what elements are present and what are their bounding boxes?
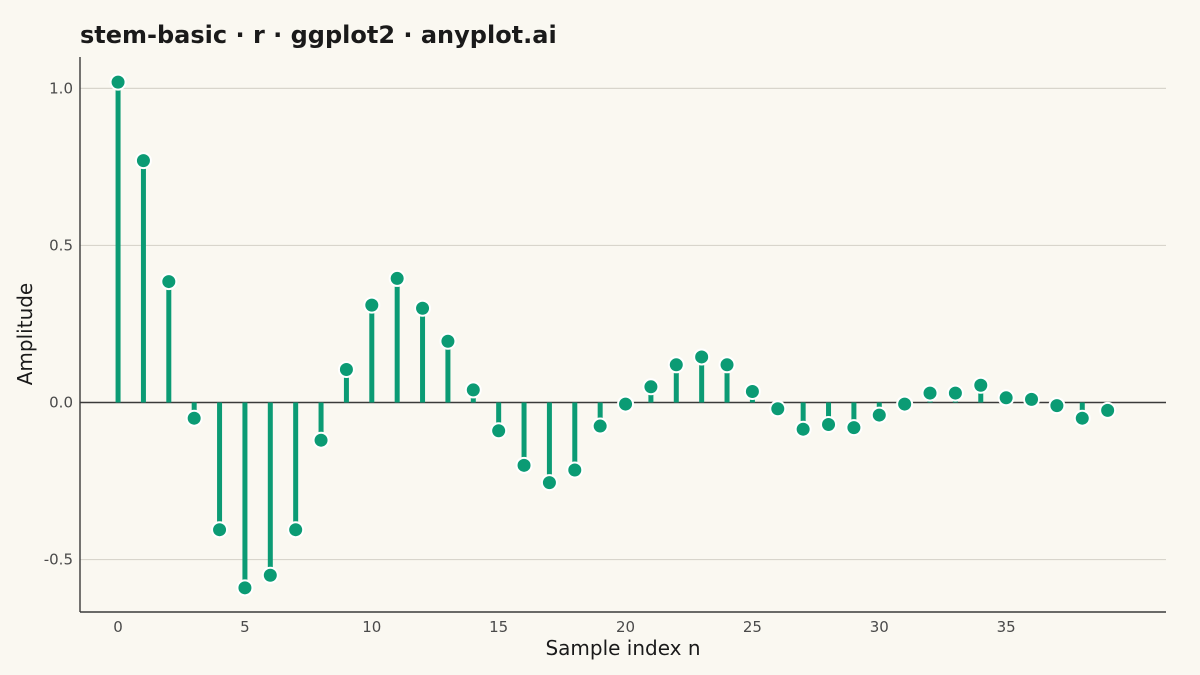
stem-marker bbox=[921, 384, 939, 402]
stem-marker bbox=[363, 296, 381, 314]
markers-group bbox=[109, 73, 1117, 597]
stem-marker bbox=[794, 420, 812, 438]
stem-marker bbox=[693, 348, 711, 366]
stem-marker bbox=[160, 273, 178, 291]
x-tick-label: 0 bbox=[113, 618, 123, 636]
stem-marker bbox=[946, 384, 964, 402]
x-tick-label: 10 bbox=[362, 618, 381, 636]
stem-marker bbox=[464, 381, 482, 399]
stems-group bbox=[115, 82, 1111, 588]
x-tick-label: 25 bbox=[743, 618, 762, 636]
stem-marker bbox=[388, 269, 406, 287]
stem-marker bbox=[515, 456, 533, 474]
stem-marker bbox=[490, 422, 508, 440]
stem-marker bbox=[337, 361, 355, 379]
y-tick-label: 1.0 bbox=[49, 79, 73, 97]
stem-marker bbox=[540, 474, 558, 492]
tick-labels-group: 0 5 10 15 20 25 30 35 1.0 0.5 0.0 -0.5 bbox=[44, 79, 1016, 636]
stem-marker bbox=[134, 152, 152, 170]
stem-marker bbox=[1073, 409, 1091, 427]
stem-marker bbox=[236, 579, 254, 597]
stem-marker bbox=[997, 389, 1015, 407]
stem-marker bbox=[972, 376, 990, 394]
stem-marker bbox=[845, 419, 863, 437]
stem-marker bbox=[718, 356, 736, 374]
x-axis-title: Sample index n bbox=[545, 636, 700, 660]
stem-marker bbox=[287, 521, 305, 539]
stem-marker bbox=[1048, 397, 1066, 415]
stem-marker bbox=[743, 383, 761, 401]
y-axis-title: Amplitude bbox=[13, 283, 37, 386]
stem-marker bbox=[185, 409, 203, 427]
stem-marker bbox=[617, 395, 635, 413]
stem-marker bbox=[109, 73, 127, 91]
y-tick-label: -0.5 bbox=[44, 551, 73, 569]
stem-marker bbox=[896, 395, 914, 413]
x-tick-label: 15 bbox=[489, 618, 508, 636]
stem-marker bbox=[870, 406, 888, 424]
stem-marker bbox=[642, 378, 660, 396]
x-tick-label: 5 bbox=[240, 618, 250, 636]
stem-marker bbox=[439, 332, 457, 350]
stem-marker bbox=[769, 400, 787, 418]
stem-marker bbox=[312, 431, 330, 449]
stem-marker bbox=[1099, 401, 1117, 419]
stem-marker bbox=[261, 566, 279, 584]
stem-marker bbox=[820, 415, 838, 433]
stem-marker bbox=[1023, 390, 1041, 408]
stem-marker bbox=[414, 299, 432, 317]
stem-marker bbox=[591, 417, 609, 435]
chart-title: stem-basic · r · ggplot2 · anyplot.ai bbox=[80, 21, 557, 49]
y-tick-label: 0.0 bbox=[49, 394, 73, 412]
stem-marker bbox=[667, 356, 685, 374]
x-tick-label: 30 bbox=[870, 618, 889, 636]
x-tick-label: 20 bbox=[616, 618, 635, 636]
x-tick-label: 35 bbox=[997, 618, 1016, 636]
y-tick-label: 0.5 bbox=[49, 236, 73, 254]
stem-marker bbox=[211, 521, 229, 539]
grid-lines bbox=[80, 87, 1166, 561]
axes-group bbox=[79, 57, 1166, 613]
stem-marker bbox=[566, 461, 584, 479]
